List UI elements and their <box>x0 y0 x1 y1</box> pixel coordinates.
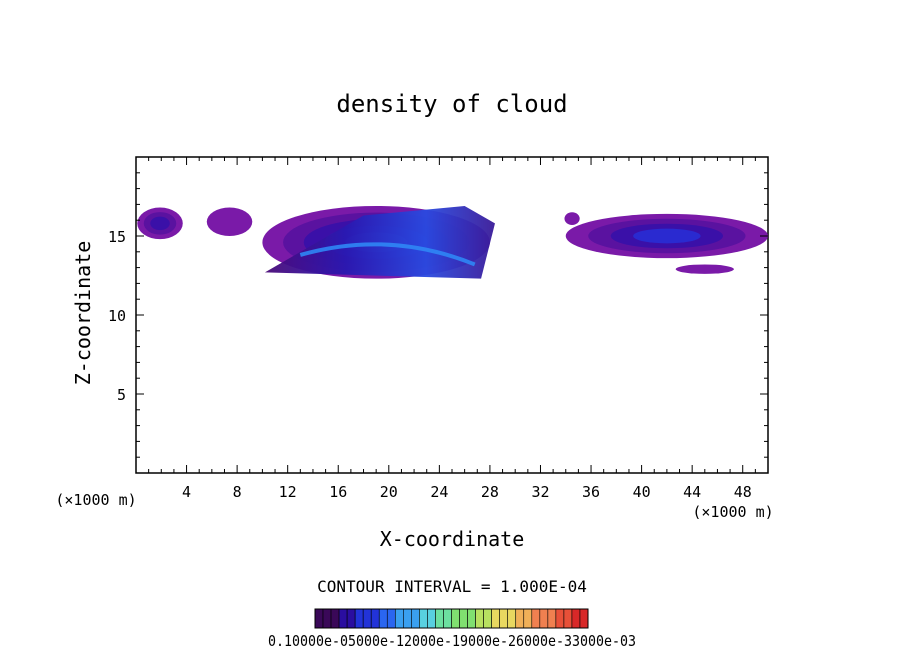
x-tick-label: 24 <box>430 483 448 501</box>
colorbar-swatch <box>531 608 541 629</box>
contour-interval-label: CONTOUR INTERVAL = 1.000E-04 <box>317 577 587 596</box>
x-tick-label: 4 <box>182 483 191 501</box>
cloud-contour-level <box>675 264 734 274</box>
colorbar-swatch <box>451 608 460 629</box>
colorbar-swatch <box>411 608 420 629</box>
colorbar-swatch <box>523 608 533 629</box>
colorbar-swatch <box>354 608 364 629</box>
colorbar-swatch <box>443 608 452 629</box>
colorbar-swatch <box>491 608 500 629</box>
colorbar-swatch <box>330 608 340 629</box>
colorbar-swatch <box>571 608 581 629</box>
colorbar-swatch <box>386 608 396 629</box>
y-tick-labels: 5 10 15 <box>108 228 126 404</box>
colorbar-swatch <box>507 608 517 629</box>
colorbar-swatch <box>427 608 436 629</box>
cloud-region-cloud-west-2 <box>206 207 253 236</box>
colorbar-swatch <box>346 608 356 629</box>
cloud-region-cloud-small-34 <box>564 212 580 225</box>
x-unit-right-label: (×1000 m) <box>692 503 773 521</box>
x-tick-label: 40 <box>633 483 651 501</box>
cloud-contour-level <box>633 228 701 244</box>
x-axis-label: X-coordinate <box>380 527 525 551</box>
colorbar-swatch <box>459 608 468 629</box>
y-tick-label: 15 <box>108 228 126 246</box>
x-tick-labels: 4 8 12 16 20 24 28 32 36 40 44 48 <box>182 483 752 501</box>
y-tick-label: 10 <box>108 307 126 325</box>
cloud-central-core <box>264 205 495 279</box>
colorbar-swatch <box>467 608 476 629</box>
x-tick-label: 32 <box>531 483 549 501</box>
cloud-region-cloud-west <box>137 207 183 240</box>
colorbar-swatch <box>483 608 492 629</box>
colorbar-swatch <box>378 608 388 629</box>
y-axis-label: Z-coordinate <box>71 241 95 386</box>
colorbar-swatch <box>547 608 557 629</box>
x-tick-label: 20 <box>380 483 398 501</box>
colorbar-swatch <box>338 608 348 629</box>
y-tick-label: 5 <box>117 386 126 404</box>
cloud-central-max-band <box>299 242 476 267</box>
plot-frame <box>135 156 769 474</box>
colorbar-swatch <box>499 608 509 629</box>
x-tick-label: 48 <box>734 483 752 501</box>
colorbar-swatch <box>314 608 324 629</box>
colorbar-labels: 0.10000e-05000e-12000e-19000e-26000e-330… <box>268 632 636 650</box>
cloud-field <box>137 205 768 279</box>
axis-ticks <box>136 157 768 473</box>
colorbar-swatch <box>322 608 332 629</box>
colorbar-swatch <box>370 608 380 629</box>
colorbar-swatch <box>419 608 428 629</box>
x-tick-label: 36 <box>582 483 600 501</box>
cloud-region-cloud-east <box>565 213 768 259</box>
colorbar-swatch <box>579 608 589 629</box>
cloud-region-cloud-east-low <box>675 264 734 274</box>
colorbar-swatch <box>362 608 372 629</box>
cloud-contour-level <box>150 216 170 231</box>
colorbar-swatch <box>563 608 573 629</box>
colorbar-swatch <box>394 608 404 629</box>
colorbar-frame <box>314 608 589 629</box>
x-tick-label: 28 <box>481 483 499 501</box>
x-unit-left-label: (×1000 m) <box>55 491 136 509</box>
x-tick-label: 12 <box>279 483 297 501</box>
x-tick-label: 16 <box>329 483 347 501</box>
colorbar-swatch <box>475 608 484 629</box>
colorbar-swatch <box>539 608 549 629</box>
x-tick-label: 8 <box>233 483 242 501</box>
colorbar-swatch <box>555 608 565 629</box>
colorbar-swatch <box>435 608 444 629</box>
cloud-contour-level <box>564 212 580 225</box>
colorbar-swatch <box>515 608 525 629</box>
colorbar-swatch <box>403 608 412 629</box>
x-tick-label: 44 <box>683 483 701 501</box>
chart-title: density of cloud <box>336 90 567 118</box>
cloud-contour-level <box>206 207 253 236</box>
colorbar <box>314 608 589 629</box>
